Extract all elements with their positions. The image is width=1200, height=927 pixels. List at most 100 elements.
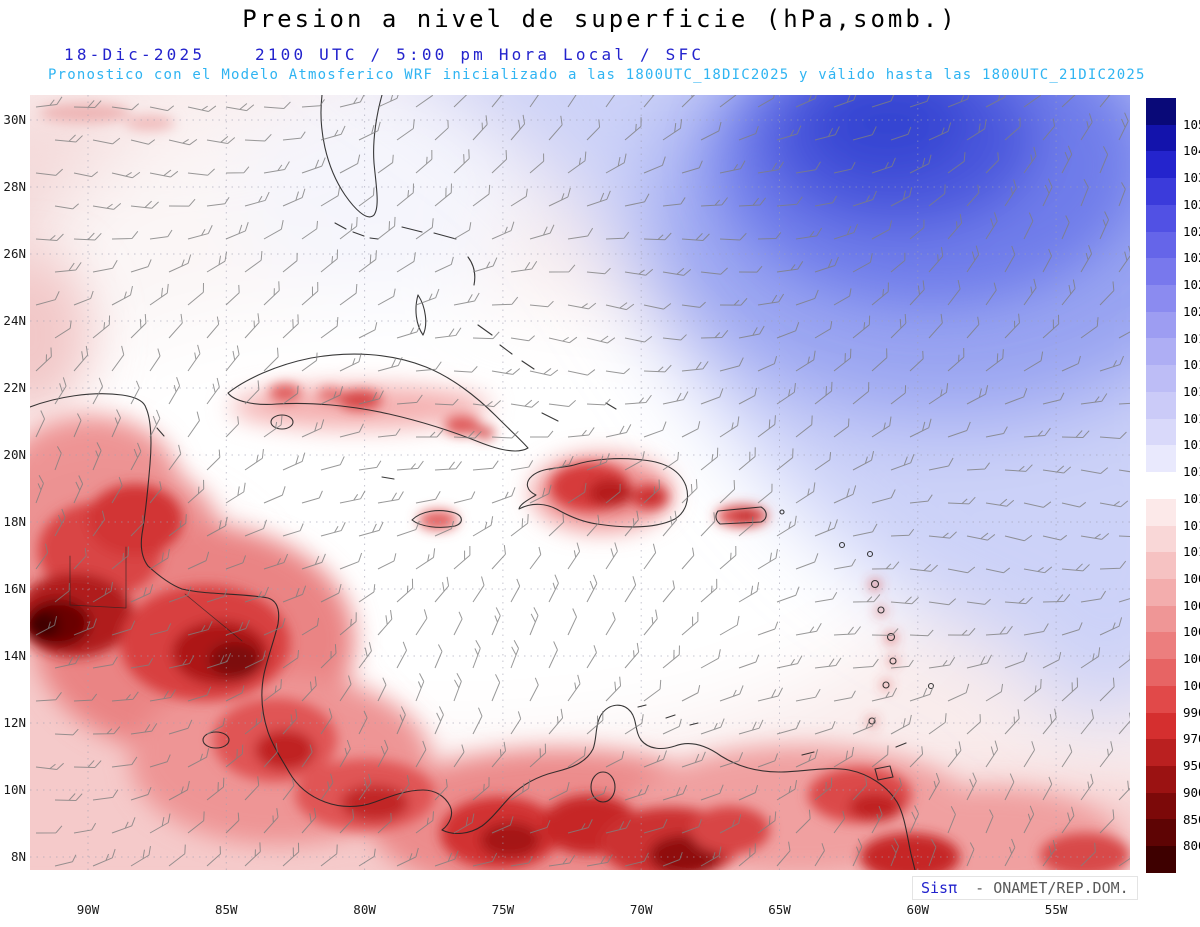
political-borders (69, 546, 243, 642)
colorbar-label: 1014 (1183, 464, 1200, 480)
colorbar-label: 950 (1183, 758, 1200, 774)
colorbar-label: 1035 (1183, 170, 1200, 186)
coast-isla-juventud (270, 414, 294, 430)
colorbar-label: 900 (1183, 784, 1200, 800)
lon-tick-label: 60W (906, 902, 930, 917)
coast-hispaniola (518, 458, 689, 528)
colorbar-label: 1050 (1183, 116, 1200, 132)
colorbar-cell (1146, 231, 1176, 259)
colorbar-label: 1013 (1183, 490, 1200, 506)
colorbar-cell (1146, 819, 1176, 847)
colorbar-cell (1146, 846, 1176, 873)
lat-tick-label: 16N (3, 581, 26, 596)
colorbar-cell (1146, 311, 1176, 339)
colorbar-cell (1146, 685, 1176, 713)
colorbar-label: 970 (1183, 731, 1200, 747)
colorbar-cell (1146, 178, 1176, 205)
colorbar-cell (1146, 792, 1176, 820)
lat-tick-label: 18N (3, 514, 26, 529)
forecast-time: 2100 UTC / 5:00 pm Hora Local / SFC (255, 45, 705, 64)
lake-nicaragua (202, 731, 230, 749)
coast-puerto-rico (715, 506, 767, 525)
watermark: Sisπ - ONAMET/REP.DOM. (912, 876, 1138, 900)
pressure-shading-layer (30, 95, 1130, 870)
colorbar-label: 1020 (1183, 303, 1200, 319)
model-info-line: Pronostico con el Modelo Atmosferico WRF… (48, 67, 1146, 83)
colorbar-label: 1002 (1183, 651, 1200, 667)
colorbar-label: 1028 (1183, 223, 1200, 239)
lon-tick-label: 70W (629, 902, 653, 917)
lat-tick-label: 26N (3, 246, 26, 261)
colorbar-label: 1015 (1183, 437, 1200, 453)
date-line: 18-Dic-2025 2100 UTC / 5:00 pm Hora Loca… (0, 45, 1200, 65)
lon-tick-label: 55W (1044, 902, 1068, 917)
lat-tick-label: 12N (3, 715, 26, 730)
colorbar-cell (1146, 472, 1176, 499)
colorbar-label: 1008 (1183, 571, 1200, 587)
coast-cayman (381, 476, 395, 480)
pressure-map-image (30, 95, 1130, 870)
colorbar-label: 990 (1183, 704, 1200, 720)
colorbar-cell (1146, 712, 1176, 740)
colorbar-label: 1006 (1183, 597, 1200, 613)
lon-axis: 90W 85W 80W 75W 70W 65W 60W 55W (30, 902, 1130, 920)
lat-tick-label: 24N (3, 313, 26, 328)
colorbar-cell (1146, 739, 1176, 766)
coast-jamaica (411, 510, 462, 528)
wind-barbs-layer (35, 95, 1130, 867)
colorbar-cell (1146, 258, 1176, 286)
lat-tick-label: 8N (10, 849, 26, 864)
coast-cuba (227, 353, 529, 452)
colorbar-cell (1146, 498, 1176, 526)
coast-mainland (30, 393, 916, 870)
lon-tick-label: 80W (353, 902, 376, 917)
gridlines-layer (30, 95, 1130, 870)
colorbar-label: 1016 (1183, 410, 1200, 426)
forecast-date: 18-Dic-2025 (64, 45, 206, 64)
lon-tick-label: 90W (76, 902, 100, 917)
colorbar-label: 1019 (1183, 330, 1200, 346)
lon-tick-label: 75W (491, 902, 515, 917)
colorbar-cell (1146, 552, 1176, 579)
coast-abc-islands (637, 704, 815, 756)
page-title: Presion a nivel de superficie (hPa,somb.… (242, 5, 958, 33)
colorbar-label: 1017 (1183, 383, 1200, 399)
colorbar (1146, 98, 1176, 873)
lat-tick-label: 20N (3, 447, 26, 462)
colorbar-cell (1146, 338, 1176, 366)
coastlines-layer (30, 95, 935, 870)
colorbar-label: 850 (1183, 811, 1200, 827)
colorbar-label: 1040 (1183, 143, 1200, 159)
colorbar-cell (1146, 365, 1176, 392)
colorbar-label: 1022 (1183, 277, 1200, 293)
colorbar-cell (1146, 525, 1176, 553)
colorbar-labels: 1050 1040 1035 1030 1028 1025 1022 1020 1019 1018… (1183, 98, 1200, 873)
lon-tick-label: 65W (768, 902, 791, 917)
lat-tick-label: 28N (3, 179, 26, 194)
coast-florida (320, 95, 383, 218)
colorbar-cell (1146, 285, 1176, 312)
colorbar-cell (1146, 204, 1176, 232)
colorbar-cell (1146, 632, 1176, 660)
lon-tick-label: 85W (215, 902, 238, 917)
colorbar-label: 1012 (1183, 517, 1200, 533)
lat-tick-label: 14N (3, 648, 26, 663)
map-canvas (30, 95, 1130, 870)
colorbar-label: 1004 (1183, 624, 1200, 640)
coast-bahamas (401, 226, 617, 422)
colorbar-label: 1018 (1183, 357, 1200, 373)
colorbar-cell (1146, 659, 1176, 686)
lat-tick-label: 30N (3, 112, 26, 127)
colorbar-label: 800 (1183, 838, 1200, 854)
colorbar-cell (1146, 765, 1176, 793)
colorbar-label: 1025 (1183, 250, 1200, 266)
colorbar-cell (1146, 391, 1176, 419)
coast-lesser-antilles (779, 509, 935, 725)
colorbar-cell (1146, 418, 1176, 446)
coast-florida-keys (334, 222, 379, 240)
colorbar-cell (1146, 98, 1176, 125)
colorbar-label: 1000 (1183, 677, 1200, 693)
lat-axis: 30N 28N 26N 24N 22N 20N 18N 16N 14N 12N 10N 8N (0, 95, 27, 870)
colorbar-cell (1146, 605, 1176, 633)
